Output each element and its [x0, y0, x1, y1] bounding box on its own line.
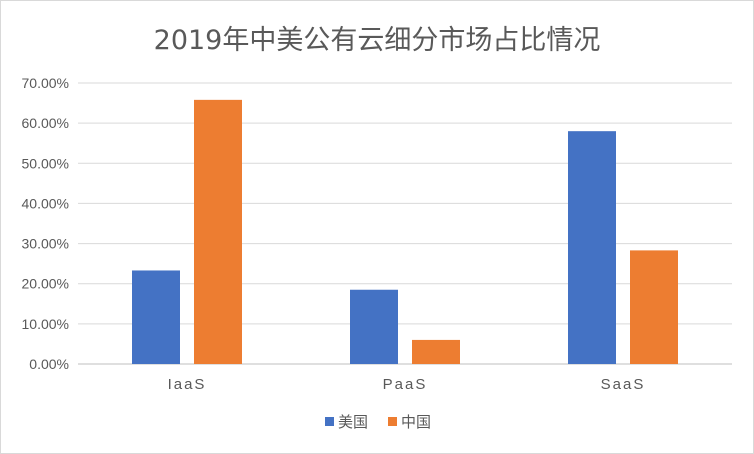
x-category-label: SaaS: [601, 376, 646, 393]
x-category-label: IaaS: [168, 376, 207, 393]
y-tick-label: 70.00%: [22, 75, 69, 91]
y-axis-ticks: 0.00% 10.00% 20.00% 30.00% 40.00% 50.00% 60.00…: [22, 75, 69, 372]
legend-label: 中国: [401, 413, 431, 431]
bar-saas-1: [630, 250, 678, 364]
y-tick-label: 60.00%: [22, 115, 69, 131]
legend-label: 美国: [338, 413, 368, 431]
chart-title: 2019年中美公有云细分市场占比情况: [153, 25, 601, 56]
legend-swatch: [388, 417, 397, 426]
legend-swatch: [325, 417, 334, 426]
gridlines: [78, 82, 732, 365]
bar-paas-0: [350, 289, 398, 364]
y-tick-label: 30.00%: [22, 236, 69, 252]
bar-saas-0: [568, 131, 616, 364]
y-tick-label: 20.00%: [22, 276, 69, 292]
bars: [132, 99, 678, 365]
y-tick-label: 40.00%: [22, 195, 69, 211]
y-tick-label: 0.00%: [29, 356, 69, 372]
legend: 美国 中国: [325, 413, 431, 431]
bar-iaas-1: [194, 99, 242, 365]
y-tick-label: 10.00%: [22, 316, 69, 332]
x-category-label: PaaS: [383, 376, 428, 393]
x-axis-categories: IaaS PaaS SaaS: [168, 376, 646, 393]
y-tick-label: 50.00%: [22, 155, 69, 171]
bar-paas-1: [412, 339, 460, 364]
bar-iaas-0: [132, 270, 180, 364]
